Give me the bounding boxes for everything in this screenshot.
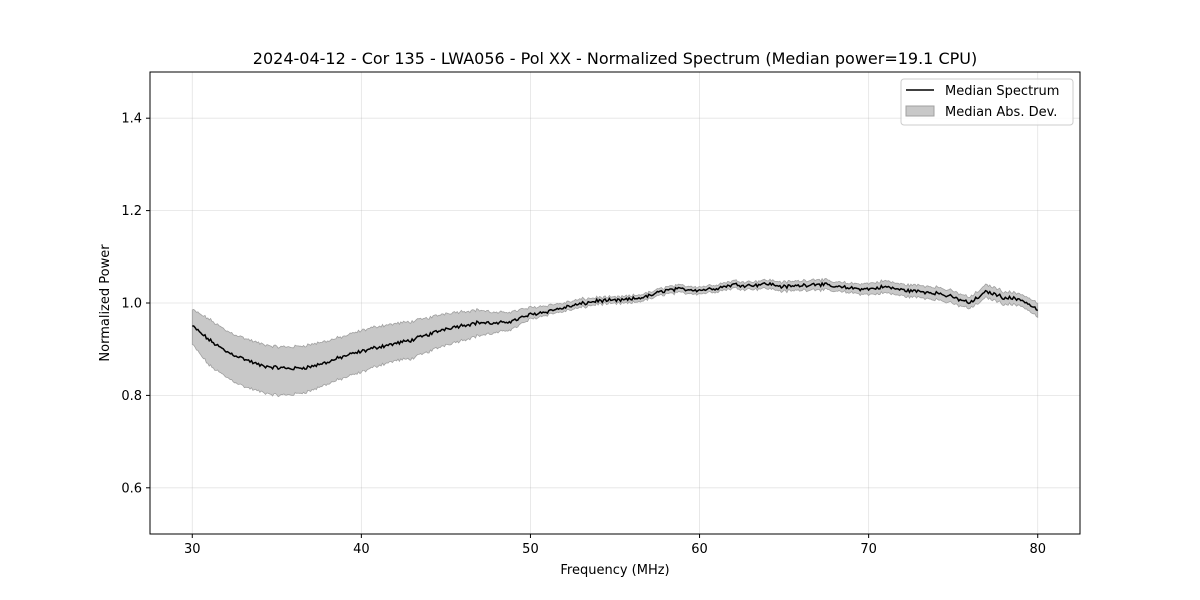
x-tick-label: 40	[353, 542, 370, 557]
y-tick-label: 1.0	[121, 297, 142, 312]
median-spectrum-line	[192, 281, 1038, 371]
y-tick-label: 1.2	[121, 204, 142, 219]
y-axis-label: Normalized Power	[98, 244, 113, 362]
y-axis-ticks: 0.6 0.8 1.0 1.2 1.4	[121, 112, 150, 496]
legend: Median Spectrum Median Abs. Dev.	[900, 78, 1074, 126]
x-axis-label: Frequency (MHz)	[560, 563, 669, 578]
legend-swatch-median-abs-dev	[905, 105, 935, 117]
legend-label-median-spectrum: Median Spectrum	[945, 84, 1059, 99]
legend-label-median-abs-dev: Median Abs. Dev.	[945, 105, 1057, 120]
x-tick-label: 80	[1029, 542, 1046, 557]
x-tick-label: 60	[691, 542, 708, 557]
x-tick-label: 30	[184, 542, 201, 557]
mad-band-area	[191, 277, 1039, 398]
mad-band-layer	[191, 277, 1039, 398]
y-tick-label: 1.4	[121, 112, 142, 127]
median-line-layer	[192, 281, 1038, 371]
y-tick-label: 0.8	[121, 389, 142, 404]
chart-title: 2024-04-12 - Cor 135 - LWA056 - Pol XX -…	[253, 49, 977, 68]
legend-box	[900, 78, 1074, 126]
y-tick-label: 0.6	[121, 481, 142, 496]
x-axis-ticks: 30 40 50 60 70 80	[184, 534, 1046, 557]
x-tick-label: 70	[860, 542, 877, 557]
x-tick-label: 50	[522, 542, 539, 557]
